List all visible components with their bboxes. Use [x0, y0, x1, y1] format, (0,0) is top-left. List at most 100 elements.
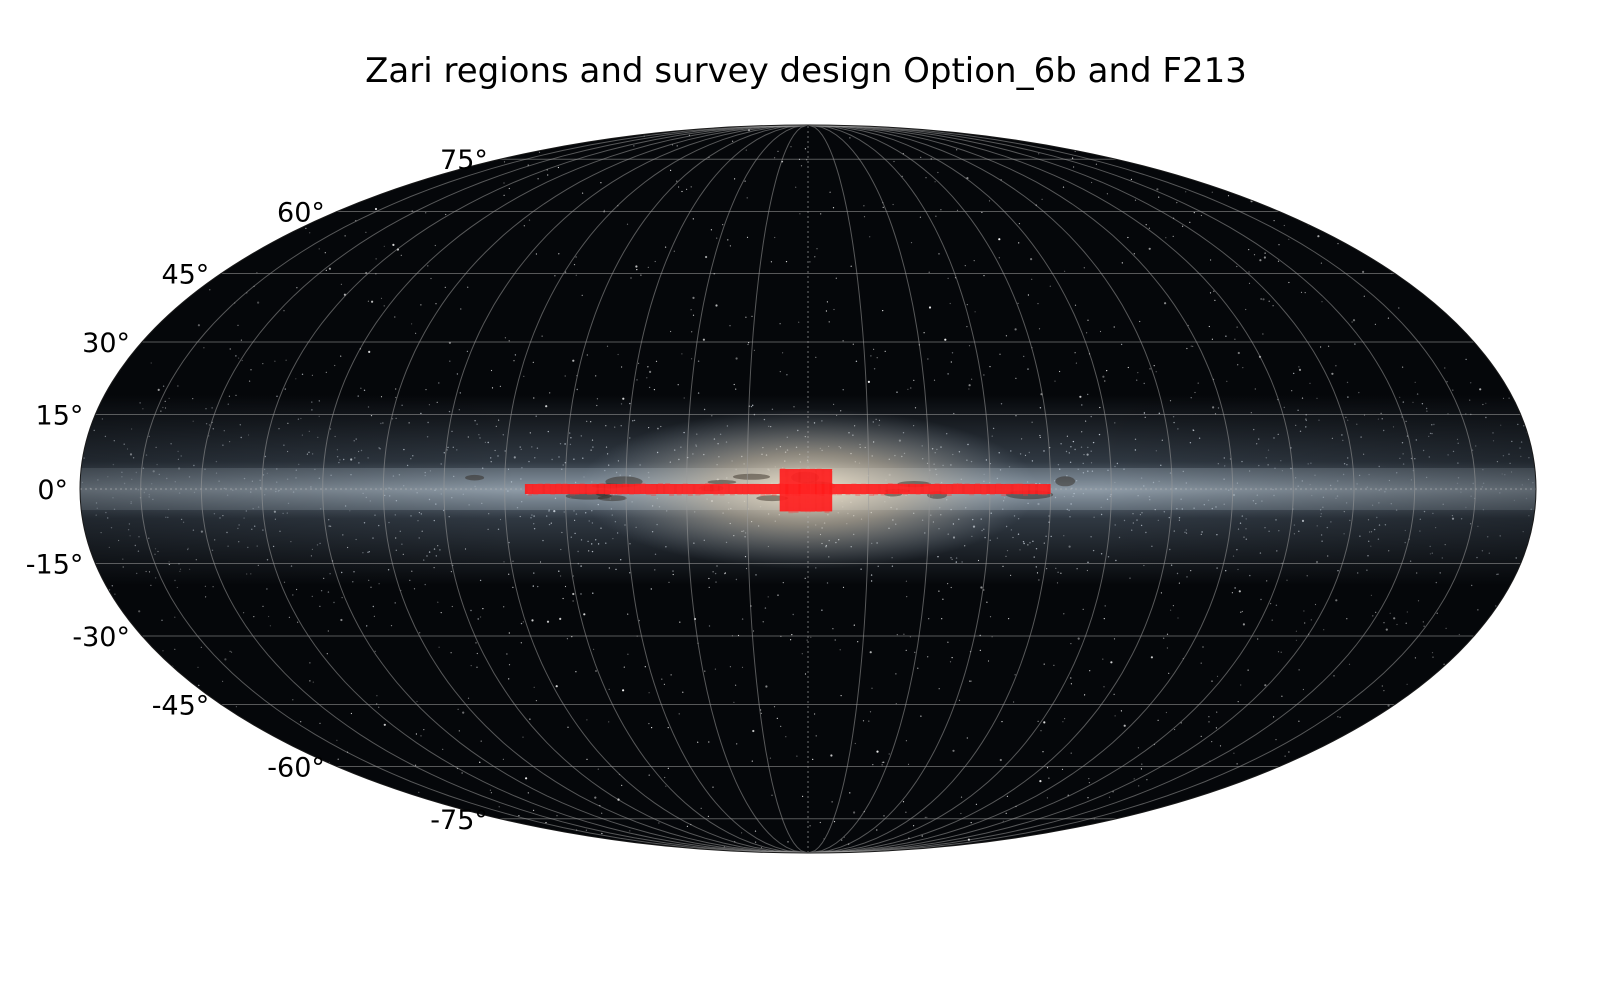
meridian-line: [200, 125, 809, 853]
star: [220, 171, 222, 173]
star: [84, 739, 86, 741]
star: [84, 420, 87, 423]
star: [1228, 180, 1230, 182]
star: [1429, 263, 1431, 265]
star: [1475, 291, 1477, 293]
star: [245, 211, 247, 213]
survey-tile: [915, 483, 921, 495]
star: [213, 236, 215, 238]
latitude-label: 15°: [36, 401, 84, 432]
star: [1176, 829, 1179, 832]
star: [400, 823, 402, 825]
star: [1254, 817, 1257, 820]
star: [198, 737, 200, 739]
star: [433, 147, 435, 149]
star: [1525, 274, 1527, 276]
star: [1230, 805, 1233, 807]
star: [1509, 271, 1511, 273]
star: [80, 657, 82, 659]
star: [304, 163, 306, 165]
star: [1388, 722, 1390, 725]
star: [1496, 831, 1498, 834]
survey-tile: [705, 483, 711, 495]
star: [1376, 772, 1378, 775]
survey-tile: [591, 483, 597, 495]
star: [1497, 355, 1499, 357]
star: [1525, 674, 1527, 676]
star: [1278, 146, 1280, 148]
survey-tile: [800, 468, 806, 512]
star: [360, 130, 362, 132]
star: [1456, 703, 1458, 705]
star: [184, 834, 186, 836]
star: [95, 368, 97, 370]
star: [1434, 127, 1436, 129]
star: [88, 246, 90, 248]
star: [182, 219, 184, 222]
star: [1527, 430, 1530, 432]
star: [1402, 164, 1405, 166]
star: [1447, 821, 1450, 824]
star: [353, 829, 355, 831]
meridian-line: [807, 125, 1112, 853]
star: [289, 784, 292, 787]
star: [402, 135, 404, 138]
survey-tile: [941, 483, 947, 495]
survey-tile: [640, 483, 646, 495]
survey-tile: [1042, 484, 1048, 496]
star: [187, 221, 189, 223]
latitude-label: 60°: [277, 198, 325, 229]
star: [133, 732, 135, 734]
star: [507, 125, 509, 126]
latitude-label: -75°: [430, 805, 488, 836]
survey-tile: [964, 483, 970, 495]
star: [179, 743, 181, 745]
star: [177, 301, 179, 303]
star: [251, 214, 253, 216]
meridian-line: [807, 125, 1294, 853]
star: [1234, 837, 1236, 840]
survey-tile: [610, 483, 616, 495]
star: [1358, 227, 1360, 229]
star: [1341, 228, 1343, 230]
star: [999, 125, 1002, 126]
star: [1210, 125, 1213, 128]
star: [1478, 208, 1480, 210]
star: [92, 281, 94, 283]
survey-tile: [1013, 483, 1019, 495]
survey-tile: [556, 483, 562, 495]
star: [245, 249, 247, 251]
star: [118, 169, 120, 171]
star: [1079, 127, 1081, 129]
star: [1510, 808, 1512, 810]
star: [98, 580, 100, 582]
star: [1446, 762, 1448, 764]
star: [1477, 143, 1480, 146]
star: [1445, 206, 1447, 208]
star: [1419, 125, 1421, 126]
star: [261, 825, 263, 828]
star: [1267, 798, 1269, 800]
star: [88, 565, 90, 568]
latitude-label: -45°: [152, 691, 210, 722]
star: [1535, 688, 1536, 690]
star: [1285, 192, 1287, 194]
star: [194, 733, 196, 735]
star: [1518, 742, 1520, 744]
star: [1402, 841, 1404, 844]
star: [1479, 273, 1481, 275]
star: [1311, 775, 1313, 777]
survey-tile: [687, 484, 693, 496]
star: [1525, 182, 1528, 184]
star: [1172, 143, 1174, 145]
star: [1529, 284, 1532, 286]
survey-tile: [760, 484, 766, 496]
star: [97, 144, 99, 146]
star: [1501, 250, 1503, 252]
star: [96, 614, 98, 617]
survey-tile: [1005, 483, 1011, 495]
star: [273, 232, 275, 234]
star: [85, 662, 87, 664]
star: [1316, 804, 1318, 807]
survey-tile: [723, 483, 728, 495]
